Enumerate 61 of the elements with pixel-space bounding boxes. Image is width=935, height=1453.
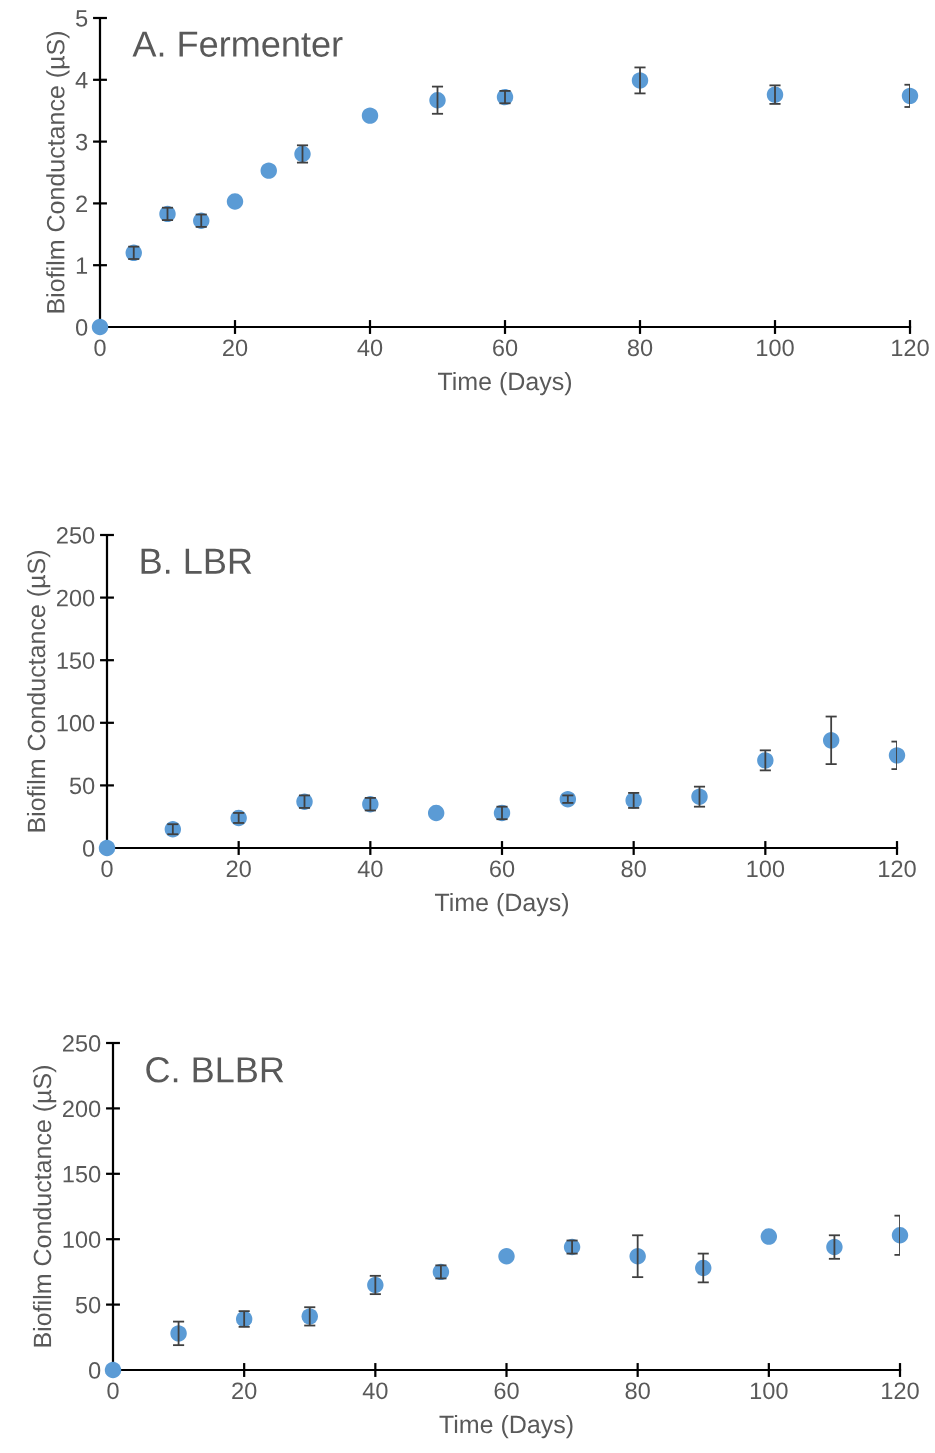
point xyxy=(498,1247,515,1265)
point xyxy=(104,1361,122,1379)
x-tick-label: 20 xyxy=(232,1382,257,1400)
x-tick-label: 20 xyxy=(226,860,251,878)
point xyxy=(260,162,277,179)
x-tick-label: 120 xyxy=(892,339,929,357)
y-tick-label: 4 xyxy=(75,72,88,89)
y-tick-label: 5 xyxy=(76,10,88,27)
point xyxy=(901,87,919,105)
x-tick-label: 100 xyxy=(750,1382,788,1400)
x-tick-label: 20 xyxy=(223,339,248,357)
x-axis-title: Time (Days) xyxy=(437,371,572,396)
x-tick-label: 100 xyxy=(747,860,785,878)
x-tick-label: 120 xyxy=(879,860,916,878)
y-tick-label: 1 xyxy=(76,257,88,274)
x-tick-label: 60 xyxy=(493,339,518,357)
x-tick-label: 80 xyxy=(625,1382,650,1400)
y-axis-title: Biofilm Conductance (µS) xyxy=(26,551,51,832)
y-tick-label: 100 xyxy=(57,714,95,732)
point xyxy=(760,1228,778,1245)
chart-title: C. BLBR xyxy=(146,1057,284,1083)
x-tick-label: 80 xyxy=(627,339,653,357)
y-tick-label: 50 xyxy=(69,777,95,795)
point xyxy=(429,91,446,109)
x-tick-label: 0 xyxy=(107,1382,119,1400)
y-tick-label: 200 xyxy=(62,1100,101,1118)
y-tick-label: 100 xyxy=(63,1231,101,1248)
y-axis-title: Biofilm Conductance (µS) xyxy=(46,32,70,313)
point xyxy=(427,804,445,822)
y-tick-label: 250 xyxy=(56,527,95,544)
point xyxy=(826,1238,843,1256)
point xyxy=(361,107,379,124)
x-tick-label: 0 xyxy=(101,860,113,878)
chart-title: A. Fermenter xyxy=(132,31,343,57)
y-tick-label: 50 xyxy=(75,1296,101,1314)
y-tick-label: 0 xyxy=(82,840,95,857)
x-tick-label: 40 xyxy=(362,1382,388,1400)
chart-title: B. LBR xyxy=(141,548,252,574)
x-tick-label: 40 xyxy=(357,339,383,357)
y-tick-label: 150 xyxy=(63,1165,101,1183)
y-tick-label: 0 xyxy=(75,319,88,336)
y-tick-label: 2 xyxy=(76,195,88,212)
x-tick-label: 100 xyxy=(757,339,794,357)
x-tick-label: 120 xyxy=(882,1382,919,1400)
point xyxy=(98,839,116,857)
y-tick-label: 3 xyxy=(75,133,88,151)
x-tick-label: 80 xyxy=(621,860,646,878)
y-tick-label: 150 xyxy=(57,652,95,669)
point xyxy=(891,1227,909,1244)
x-tick-label: 60 xyxy=(494,1382,519,1400)
x-axis-title: Time (Days) xyxy=(439,1414,573,1439)
y-axis-title: Biofilm Conductance (µS) xyxy=(32,1066,57,1347)
point xyxy=(91,318,109,336)
point xyxy=(226,193,244,210)
y-tick-label: 200 xyxy=(56,589,95,607)
point xyxy=(888,747,906,764)
x-tick-label: 40 xyxy=(357,860,383,878)
y-tick-label: 250 xyxy=(62,1035,101,1052)
x-tick-label: 60 xyxy=(490,860,515,878)
x-axis-title: Time (Days) xyxy=(434,892,569,917)
y-tick-label: 0 xyxy=(88,1362,101,1379)
